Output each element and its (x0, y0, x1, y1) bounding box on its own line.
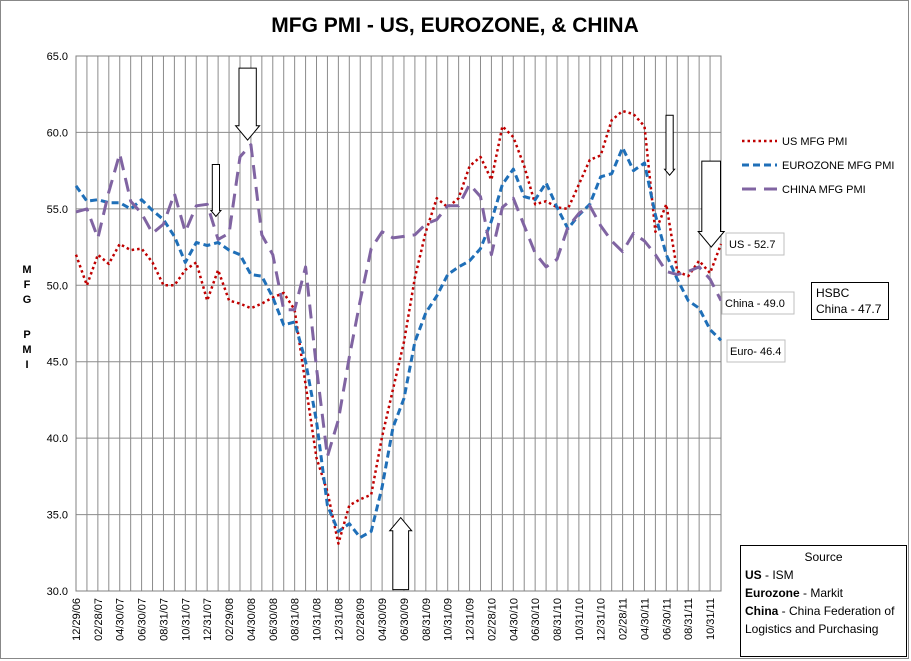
y-tick-label: 40.0 (47, 433, 68, 445)
source-line-us: US - ISM (745, 566, 902, 584)
x-tick-label: 08/31/10 (552, 598, 564, 641)
x-tick-label: 04/30/09 (377, 598, 389, 641)
down-arrow-icon (209, 164, 222, 218)
down-arrow-icon (663, 114, 676, 176)
source-us-name: US (745, 568, 762, 582)
series (74, 109, 723, 545)
us-mfg-pmi-line (74, 109, 723, 545)
source-china-name: China (745, 604, 779, 618)
x-tick-label: 06/30/10 (530, 598, 542, 641)
plot-area-border (75, 55, 722, 592)
x-tick-label: 02/29/08 (224, 598, 236, 641)
x-tick-label: 12/31/08 (333, 598, 345, 641)
x-tick-label: 12/31/10 (596, 598, 608, 641)
y-tick-label: 45.0 (47, 357, 68, 369)
y-axis-label-letter: G (23, 294, 32, 306)
callout-box (726, 339, 786, 363)
x-tick-label: 02/28/11 (618, 598, 630, 640)
chart-title: MFG PMI - US, EUROZONE, & CHINA (271, 14, 639, 37)
callout-box (725, 232, 785, 256)
y-tick-label: 60.0 (47, 127, 68, 139)
source-line-eurozone: Eurozone - Markit (745, 584, 902, 602)
down-arrow-icon (234, 67, 261, 141)
down-arrow-icon (697, 160, 726, 248)
x-tick-label: 06/30/09 (399, 598, 411, 641)
x-tick-label: 02/28/07 (93, 598, 105, 641)
arrows (209, 67, 726, 591)
x-tick-label: 10/31/11 (705, 598, 717, 640)
x-tick-label: 08/31/11 (683, 598, 695, 640)
y-axis-label-letter: P (23, 329, 30, 341)
hsbc-china-label: HSBC China - 47.7 (816, 286, 882, 316)
y-tick-label: 50.0 (47, 280, 68, 292)
y-tick-label: 35.0 (47, 510, 68, 522)
x-tick-label: 12/31/09 (465, 598, 477, 641)
y-axis-label-letter: M (22, 344, 31, 356)
source-title: Source (804, 550, 843, 564)
source-line-china: China - China Federation of Logistics an… (745, 602, 902, 638)
value-callouts: US - 52.7 China - 49.0 Euro- 46.4 (721, 232, 795, 363)
callout-box (721, 291, 795, 315)
y-tick-label: 55.0 (47, 204, 68, 216)
x-tick-label: 08/31/08 (290, 598, 302, 641)
legend-label: EUROZONE MFG PMI (782, 160, 894, 172)
callout-label: US - 52.7 (729, 239, 775, 251)
x-tick-label: 08/31/09 (421, 598, 433, 641)
legend-label: CHINA MFG PMI (782, 184, 866, 196)
y-axis-label-letter: I (25, 359, 28, 371)
x-tick-label: 06/30/07 (137, 598, 149, 641)
x-tick-label: 04/30/10 (508, 598, 520, 641)
x-tick-label: 12/29/06 (71, 598, 83, 641)
source-eurozone-name: Eurozone (745, 586, 800, 600)
x-tick-label: 10/31/07 (180, 598, 192, 641)
x-tick-label: 10/31/09 (443, 598, 455, 641)
source-china-org: - China Federation of Logistics and Purc… (745, 604, 895, 636)
legend: US MFG PMI EUROZONE MFG PMI CHINA MFG PMI (742, 136, 894, 196)
x-tick-label: 06/30/11 (661, 598, 673, 640)
y-tick-label: 30.0 (47, 586, 68, 598)
y-axis-ticks: 30.0 35.0 40.0 45.0 50.0 55.0 60.0 65.0 (47, 51, 68, 598)
source-box: Source US - ISM Eurozone - Markit China … (740, 545, 907, 657)
callout-label: Euro- 46.4 (730, 346, 781, 358)
hsbc-china-box: HSBC China - 47.7 (811, 282, 889, 320)
x-tick-label: 04/30/08 (246, 598, 258, 641)
x-tick-label: 10/31/10 (574, 598, 586, 641)
x-tick-label: 02/28/09 (355, 598, 367, 641)
y-axis-label-letter: F (24, 279, 31, 291)
grid (75, 55, 722, 592)
up-arrow-icon (388, 516, 413, 591)
y-tick-label: 65.0 (47, 51, 68, 63)
x-tick-label: 06/30/08 (268, 598, 280, 641)
x-tick-label: 04/30/11 (639, 598, 651, 640)
china-mfg-pmi-line (75, 143, 723, 458)
x-tick-label: 12/31/07 (202, 598, 214, 641)
callout-label: China - 49.0 (725, 298, 785, 310)
x-tick-label: 08/31/07 (158, 598, 170, 641)
eurozone-mfg-pmi-line (74, 146, 723, 539)
y-axis-label-letter: M (22, 264, 31, 276)
source-us-org: - ISM (761, 568, 794, 582)
x-tick-label: 02/28/10 (486, 598, 498, 641)
x-axis-ticks: 12/29/06 02/28/07 04/30/07 06/30/07 08/31/07… (71, 598, 717, 641)
source-eurozone-org: - Markit (799, 586, 844, 600)
legend-label: US MFG PMI (782, 136, 847, 148)
x-tick-label: 04/30/07 (115, 598, 127, 641)
x-tick-label: 10/31/08 (312, 598, 324, 641)
